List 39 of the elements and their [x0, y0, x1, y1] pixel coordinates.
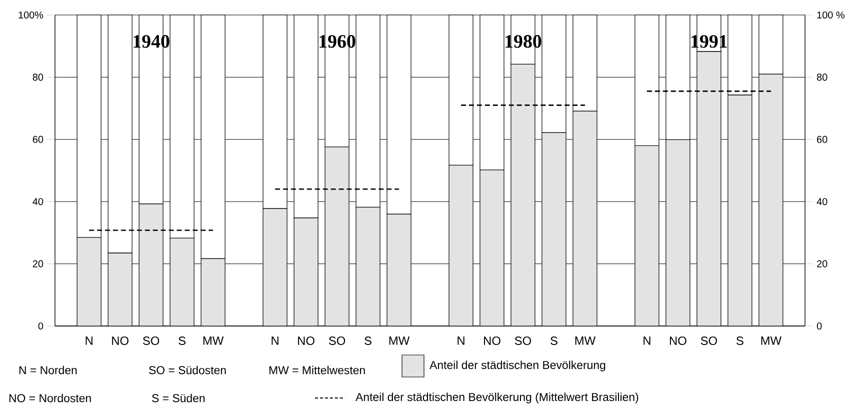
legend-label: Anteil der städtischen Bevölkerung: [430, 360, 606, 372]
y2-tick-label: 60: [817, 136, 828, 143]
x-tick-label: N: [272, 336, 278, 345]
x-tick-label: NO: [484, 336, 500, 345]
x-tick-label: NO: [670, 336, 686, 345]
x-tick-label: MW: [203, 336, 224, 345]
y-tick-label: 0: [38, 322, 44, 330]
x-tick-label: S: [364, 336, 372, 345]
x-tick-label: N: [644, 336, 650, 345]
x-tick-label: S: [550, 336, 558, 345]
y2-tick-label: 20: [817, 260, 828, 268]
y-tick-label: 20: [32, 260, 44, 268]
x-tick-label: N: [458, 336, 464, 345]
x-tick-label: N: [86, 336, 92, 345]
x-tick-label: MW: [575, 336, 596, 345]
x-tick-label: MW: [389, 336, 410, 345]
y-tick-label: 60: [32, 136, 44, 143]
text: S = Süden: [152, 394, 205, 402]
y2-tick-label: 80: [816, 74, 828, 81]
x-tick-label: SO: [328, 336, 346, 345]
text: NO = Nordosten: [9, 394, 91, 402]
text: MW = Mittelwesten: [269, 366, 365, 374]
x-tick-label: MW: [761, 336, 782, 345]
x-tick-label: S: [178, 336, 186, 345]
y-tick-label: 40: [32, 198, 44, 206]
x-tick-label: NO: [298, 336, 314, 345]
x-tick-label: SO: [700, 336, 717, 345]
y2-tick-label: 100 %: [817, 11, 844, 19]
x-tick-label: SO: [514, 336, 532, 345]
text: N = Norden: [19, 366, 77, 374]
x-tick-label: SO: [142, 336, 160, 345]
y-tick-label: 80: [32, 74, 44, 81]
legend-label: Anteil der städtischen Bevölkerung (Mittelwert Brasilien): [356, 392, 638, 404]
text: SO = Südosten: [149, 366, 226, 374]
x-tick-label: S: [736, 336, 744, 345]
y-tick-label: 100%: [18, 11, 44, 19]
y2-tick-label: 40: [816, 198, 828, 206]
x-tick-label: NO: [112, 336, 128, 345]
y2-tick-label: 0: [816, 322, 822, 330]
